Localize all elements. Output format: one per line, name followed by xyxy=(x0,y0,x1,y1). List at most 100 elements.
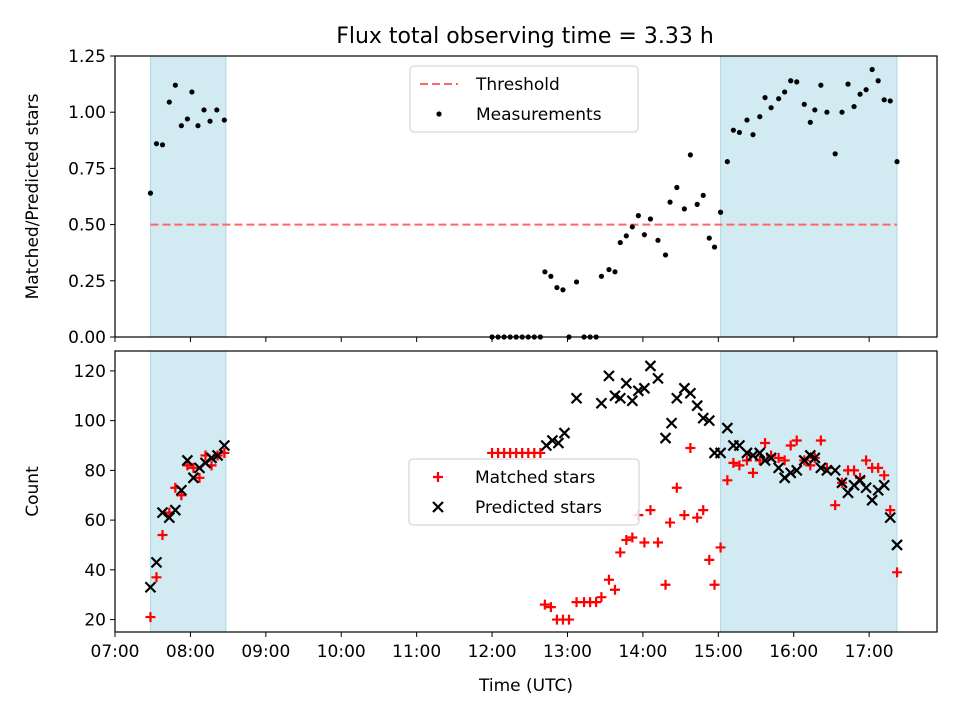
predicted-point xyxy=(603,370,615,382)
measurement-point xyxy=(166,99,172,105)
predicted-point xyxy=(181,454,194,467)
legend-predicted-label: Predicted stars xyxy=(475,498,602,518)
measurement-point xyxy=(788,78,794,84)
chart-title: Flux total observing time = 3.33 h xyxy=(336,24,714,49)
matched-point xyxy=(791,435,802,446)
measurement-point xyxy=(641,232,647,238)
x-tick-label: 14:00 xyxy=(618,642,667,662)
measurement-point xyxy=(839,109,845,115)
matched-point xyxy=(645,505,656,516)
x-tick-label: 10:00 xyxy=(317,642,366,662)
matched-point xyxy=(849,465,860,476)
measurement-point xyxy=(801,101,807,107)
predicted-point xyxy=(815,462,827,474)
matched-point xyxy=(671,482,682,493)
matched-point xyxy=(830,500,841,511)
legend: Threshold Measurements xyxy=(409,65,639,133)
predicted-point xyxy=(697,412,709,424)
measurement-point xyxy=(782,89,788,95)
measurement-point xyxy=(875,78,881,84)
matched-point xyxy=(861,455,872,466)
legend-matched-swatch xyxy=(433,472,443,482)
predicted-point xyxy=(765,452,777,464)
measurement-point xyxy=(681,206,687,212)
legend-predicted-swatch xyxy=(432,501,444,513)
predicted-point xyxy=(784,467,797,479)
matched-point xyxy=(545,602,556,613)
x-tick-label: 11:00 xyxy=(392,642,441,662)
matched-point xyxy=(603,574,614,585)
predicted-point xyxy=(626,394,639,407)
measurement-point xyxy=(724,159,730,165)
measurement-point xyxy=(768,105,774,111)
measurement-point xyxy=(548,273,554,279)
predicted-point xyxy=(614,392,627,405)
legend-box xyxy=(408,458,640,526)
measurement-point xyxy=(184,116,190,122)
measurement-point xyxy=(706,235,712,241)
top-panel-ratio: 0.00 0.25 0.50 0.75 1.00 1.25 Matched/Predicte… xyxy=(23,47,938,348)
matched-point xyxy=(145,612,156,623)
series-predicted-stars xyxy=(144,360,903,594)
measurement-point xyxy=(647,216,654,222)
predicted-point xyxy=(821,464,833,477)
measurement-point xyxy=(776,96,782,102)
matched-point xyxy=(679,510,690,521)
matched-point xyxy=(563,614,574,625)
x-tick-label: 07:00 xyxy=(91,642,140,662)
predicted-point xyxy=(187,472,200,484)
predicted-point xyxy=(595,397,608,409)
matched-point xyxy=(715,542,726,553)
matched-point xyxy=(692,512,703,523)
matched-point xyxy=(779,455,790,466)
y-tick-label: 0.00 xyxy=(68,328,106,348)
measurement-point xyxy=(750,132,756,138)
measurement-point xyxy=(818,82,824,88)
measurement-point xyxy=(153,141,160,147)
matched-point xyxy=(660,579,671,590)
measurement-point xyxy=(851,103,857,110)
predicted-point xyxy=(866,494,878,506)
x-tick-label: 09:00 xyxy=(241,642,290,662)
y-tick-label: 40 xyxy=(84,561,106,581)
predicted-point xyxy=(703,414,716,427)
measurement-point xyxy=(147,190,154,196)
predicted-point xyxy=(659,432,672,444)
legend-matched-label: Matched stars xyxy=(475,468,595,488)
measurement-point xyxy=(172,82,178,88)
bottom-panel-counts: 20 40 60 80 100 120 07:00 08:00 09:00 10:00 11:00 1… xyxy=(23,350,938,696)
measurement-point xyxy=(542,269,548,275)
matched-point xyxy=(591,597,602,608)
y-tick-label: 60 xyxy=(84,511,106,531)
measurement-point xyxy=(623,233,629,239)
legend: Matched stars Predicted stars xyxy=(408,458,640,526)
predicted-point xyxy=(809,452,821,464)
measurement-point xyxy=(617,239,623,246)
predicted-point xyxy=(772,462,785,474)
predicted-point xyxy=(836,477,848,489)
measurement-point xyxy=(159,142,166,148)
shaded-interval xyxy=(149,350,227,633)
measurement-point xyxy=(717,209,724,215)
measurement-point xyxy=(606,266,612,273)
predicted-point xyxy=(878,479,890,492)
measurement-point xyxy=(794,79,800,85)
predicted-point xyxy=(169,504,182,516)
matched-point xyxy=(698,505,709,516)
matched-point xyxy=(151,572,162,583)
predicted-point xyxy=(829,464,841,477)
legend-threshold-label: Threshold xyxy=(475,75,560,95)
matched-point xyxy=(652,537,663,548)
predicted-point xyxy=(638,382,651,395)
predicted-point xyxy=(620,377,633,390)
shaded-interval xyxy=(149,55,227,338)
measurement-point xyxy=(573,279,580,285)
measurement-point xyxy=(207,118,213,124)
y-tick-label: 0.75 xyxy=(68,159,106,179)
matched-point xyxy=(621,534,632,545)
shaded-interval xyxy=(720,55,898,338)
measurement-point xyxy=(730,127,736,133)
predicted-point xyxy=(144,581,157,594)
predicted-point xyxy=(665,417,678,429)
